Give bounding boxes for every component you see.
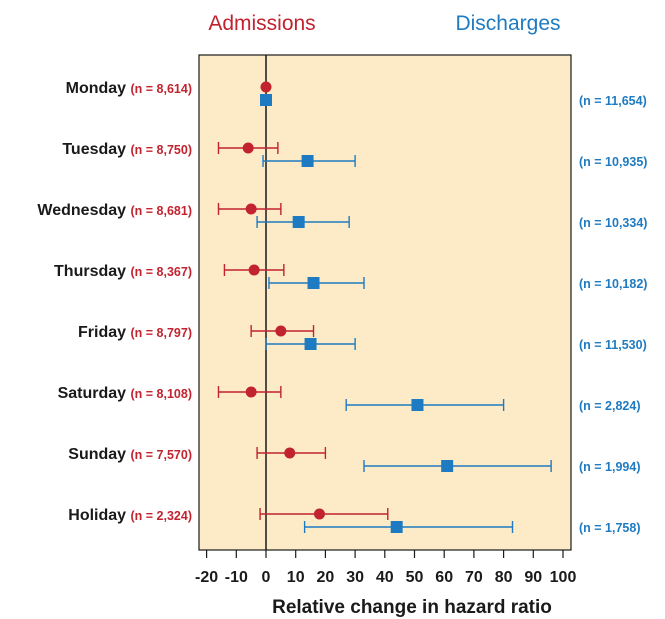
row-label: Thursday (n = 8,367) (54, 263, 192, 280)
category-label: Wednesday (37, 202, 130, 219)
x-tick-label: 100 (550, 569, 577, 586)
x-axis: -20 -10 0 10 20 30 40 50 60 70 80 90 100 (195, 550, 576, 586)
x-axis-label: Relative change in hazard ratio (272, 597, 552, 618)
discharges-point (441, 460, 454, 472)
category-label: Sunday (68, 446, 130, 463)
admissions-point (260, 81, 272, 93)
row-label: Monday (n = 8,614) (66, 80, 192, 97)
x-tick-label: 80 (495, 569, 513, 586)
x-tick-label: 40 (376, 569, 394, 586)
category-label: Thursday (54, 263, 130, 280)
discharges-point (307, 277, 320, 289)
x-tick-label: 0 (262, 569, 271, 586)
x-tick-label: 60 (435, 569, 453, 586)
row-label: Wednesday (n = 8,681) (37, 202, 192, 219)
x-tick-label: 30 (346, 569, 364, 586)
x-tick-label: -20 (195, 569, 218, 586)
discharges-point (304, 338, 317, 350)
admissions-point (245, 203, 257, 215)
plot-area (198, 54, 572, 551)
discharges-n-label: (n = 1,758) (579, 521, 641, 535)
x-tick-label: 90 (524, 569, 542, 586)
discharges-header: Discharges (455, 12, 560, 35)
admissions-point (275, 325, 287, 337)
admissions-n-label: (n = 8,681) (131, 204, 193, 218)
row-label: Holiday (n = 2,324) (68, 507, 192, 524)
x-tick-label: -10 (225, 569, 248, 586)
discharges-point (260, 94, 272, 106)
category-label: Monday (66, 80, 131, 97)
x-tick-label: 50 (406, 569, 424, 586)
discharges-point (390, 521, 403, 533)
row-label: Tuesday (n = 8,750) (62, 141, 192, 158)
admissions-header: Admissions (208, 12, 315, 35)
discharges-n-label: (n = 1,994) (579, 460, 641, 474)
admissions-n-label: (n = 8,367) (131, 265, 193, 279)
admissions-point (245, 386, 257, 398)
admissions-n-label: (n = 7,570) (131, 448, 193, 462)
admissions-point (313, 508, 325, 520)
admissions-point (284, 447, 296, 459)
category-label: Saturday (58, 385, 131, 402)
discharges-n-label: (n = 10,334) (579, 216, 647, 230)
admissions-n-label: (n = 8,108) (131, 387, 193, 401)
discharges-n-label: (n = 11,530) (579, 338, 647, 352)
admissions-n-label: (n = 8,750) (131, 143, 193, 157)
row-label: Sunday (n = 7,570) (68, 446, 192, 463)
admissions-point (248, 264, 260, 276)
rows: Monday (n = 8,614) (n = 11,654) Tuesday (n… (37, 80, 647, 535)
discharges-point (292, 216, 305, 228)
discharges-point (301, 155, 314, 167)
admissions-n-label: (n = 2,324) (131, 509, 193, 523)
admissions-n-label: (n = 8,614) (131, 82, 193, 96)
x-tick-label: 10 (287, 569, 305, 586)
discharges-n-label: (n = 10,182) (579, 277, 647, 291)
x-tick-label: 70 (465, 569, 483, 586)
category-label: Tuesday (62, 141, 130, 158)
admissions-point (242, 142, 254, 154)
row-label: Friday (n = 8,797) (78, 324, 192, 341)
admissions-n-label: (n = 8,797) (131, 326, 193, 340)
category-label: Holiday (68, 507, 130, 524)
data-marks (217, 55, 552, 550)
discharges-n-label: (n = 11,654) (579, 94, 647, 108)
category-label: Friday (78, 324, 130, 341)
discharges-point (411, 399, 424, 411)
discharges-n-label: (n = 2,824) (579, 399, 641, 413)
row-label: Saturday (n = 8,108) (58, 385, 192, 402)
discharges-n-label: (n = 10,935) (579, 155, 647, 169)
x-tick-label: 20 (317, 569, 335, 586)
